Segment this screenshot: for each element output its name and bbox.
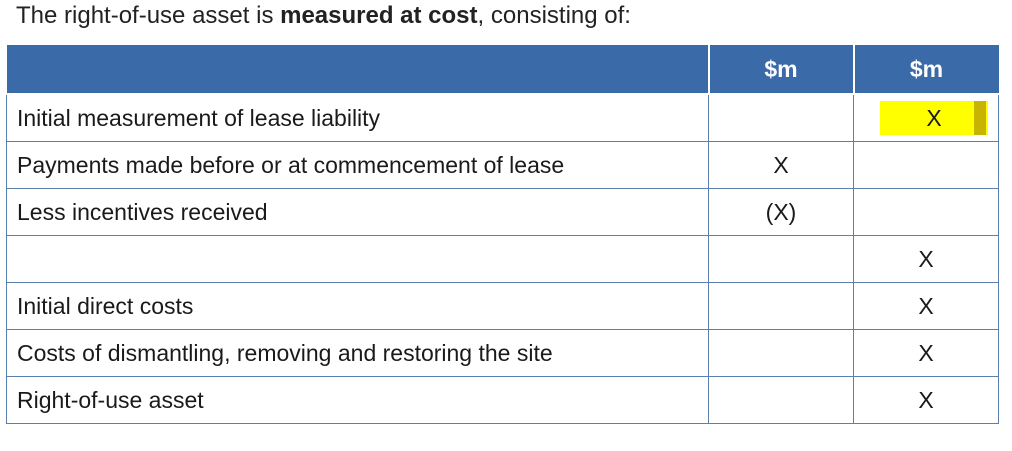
intro-bold-text: measured at cost bbox=[280, 2, 478, 29]
row-label: Initial direct costs bbox=[6, 282, 709, 330]
row-col-1 bbox=[708, 329, 854, 377]
row-label: Initial measurement of lease liability bbox=[6, 93, 709, 142]
row-col-2: X bbox=[853, 329, 999, 377]
table-row: Less incentives received (X) bbox=[6, 188, 999, 236]
intro-text-after: , consisting of: bbox=[477, 2, 631, 29]
row-label: Less incentives received bbox=[6, 188, 709, 236]
row-label: Costs of dismantling, removing and resto… bbox=[6, 329, 709, 377]
row-label bbox=[6, 235, 709, 283]
table-row: Costs of dismantling, removing and resto… bbox=[6, 329, 999, 377]
header-col-1: $m bbox=[707, 45, 855, 95]
row-col-2 bbox=[853, 141, 999, 189]
row-col-1 bbox=[708, 282, 854, 330]
intro-text-before: The right-of-use asset is bbox=[16, 2, 281, 29]
header-col-2: $m bbox=[852, 45, 999, 95]
text-cursor-icon bbox=[974, 101, 986, 135]
header-description bbox=[6, 45, 710, 95]
row-col-1 bbox=[708, 376, 854, 424]
row-label: Right-of-use asset bbox=[6, 376, 709, 424]
table-row: Initial measurement of lease liability X bbox=[6, 93, 999, 142]
row-col-1 bbox=[708, 235, 854, 283]
row-col-1: (X) bbox=[708, 188, 854, 236]
row-col-2-cell: X bbox=[853, 93, 999, 142]
table-row: Initial direct costs X bbox=[6, 282, 999, 330]
row-col-2 bbox=[853, 188, 999, 236]
table-header-row: $m $m bbox=[6, 45, 999, 95]
table-row: X bbox=[6, 235, 999, 283]
row-label: Payments made before or at commencement … bbox=[6, 141, 709, 189]
cost-table: $m $m Initial measurement of lease liabi… bbox=[6, 45, 999, 424]
row-col-2: X bbox=[853, 282, 999, 330]
row-col-1: X bbox=[708, 141, 854, 189]
row-col-1 bbox=[708, 93, 854, 142]
row-col-2: X bbox=[926, 105, 942, 131]
intro-sentence: The right-of-use asset is measured at co… bbox=[16, 0, 631, 32]
row-col-2: X bbox=[853, 235, 999, 283]
row-col-2: X bbox=[853, 376, 999, 424]
table-row: Payments made before or at commencement … bbox=[6, 141, 999, 189]
table-row: Right-of-use asset X bbox=[6, 376, 999, 424]
highlighted-value: X bbox=[880, 101, 988, 135]
